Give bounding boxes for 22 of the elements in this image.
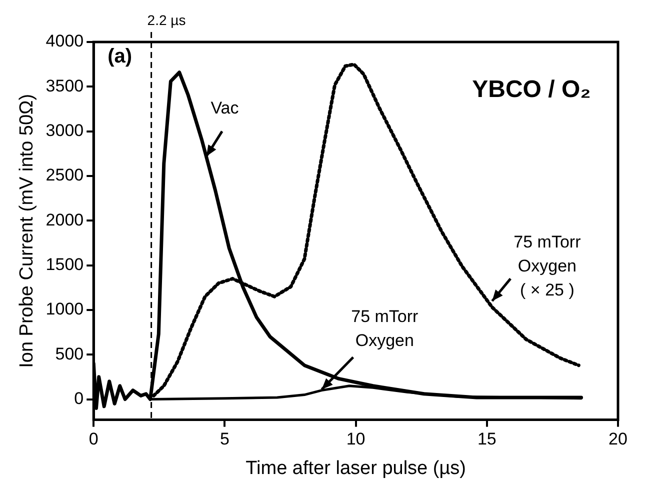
x-tick-label: 20 [608, 430, 628, 449]
y-tick-label: 4000 [46, 32, 84, 51]
series-label: 75 mTorr Oxygen ( × 25 ) [514, 232, 582, 300]
y-tick-label: 1000 [46, 300, 84, 319]
text: 75 mTorr Oxygen [351, 306, 419, 350]
y-tick-label: 500 [55, 344, 84, 364]
y-tick-label: 2000 [46, 210, 84, 230]
annotation: (a) [108, 46, 132, 68]
x-tick-label: 0 [88, 430, 98, 449]
annotation: YBCO / O₂ [472, 76, 591, 103]
y-tick-label: 1500 [46, 254, 84, 274]
x-tick-label: 15 [477, 430, 496, 449]
y-tick-label: 2500 [46, 166, 84, 185]
y-tick-label: 3000 [46, 121, 84, 140]
ref-line-label: 2.2 µs [147, 12, 186, 28]
y-tick-label: 0 [74, 388, 84, 408]
x-tick-label: 5 [220, 430, 230, 449]
y-axis-title: Ion Probe Current (mV into 50Ω) [16, 94, 38, 368]
x-tick-label: 10 [346, 430, 366, 449]
y-tick-label: 3500 [46, 76, 84, 96]
series-label: Vac [210, 98, 240, 118]
x-axis-title: Time after laser pulse (µs) [246, 458, 466, 479]
